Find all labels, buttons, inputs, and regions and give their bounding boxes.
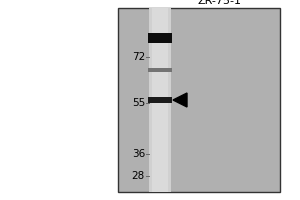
Bar	[152, 8, 168, 192]
Text: 28: 28	[132, 171, 145, 181]
Text: ZR-75-1: ZR-75-1	[197, 0, 241, 6]
Polygon shape	[173, 93, 187, 107]
Bar	[149, 8, 171, 192]
Text: 72: 72	[132, 52, 145, 62]
Bar	[148, 33, 172, 43]
Text: 55: 55	[132, 98, 145, 108]
Bar	[118, 8, 280, 192]
Bar	[148, 68, 172, 72]
Text: 36: 36	[132, 149, 145, 159]
Bar	[148, 97, 172, 103]
